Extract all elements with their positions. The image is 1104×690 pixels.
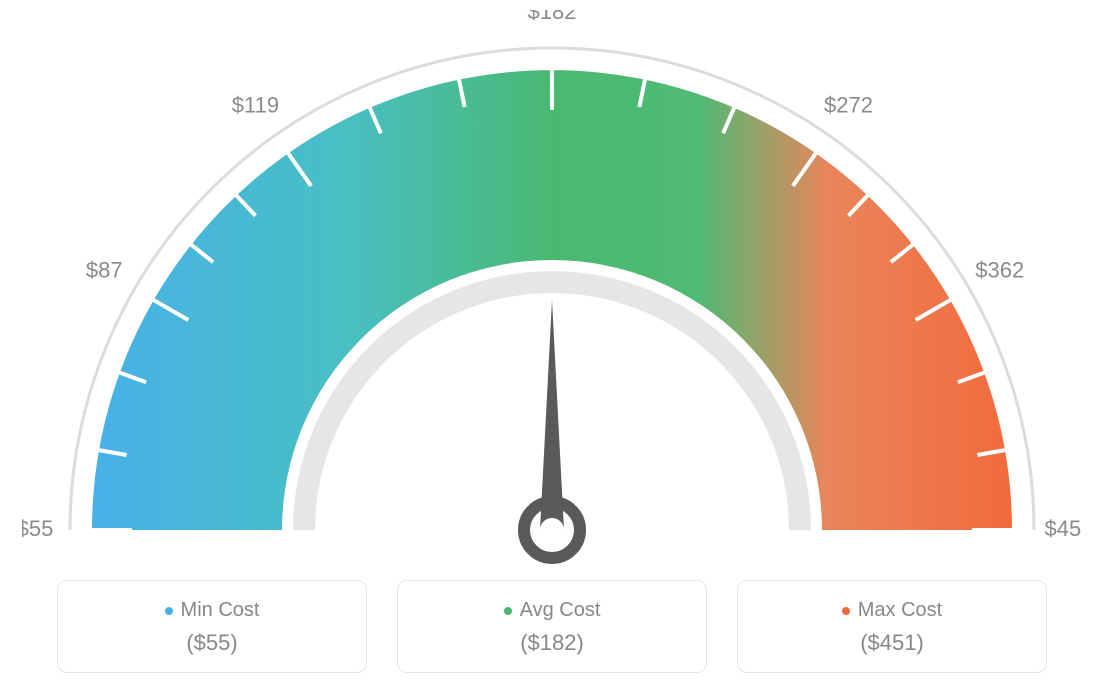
svg-text:$272: $272 bbox=[824, 92, 873, 117]
legend-avg-value: ($182) bbox=[408, 630, 696, 656]
legend-min-dot-icon bbox=[165, 607, 173, 615]
svg-text:$55: $55 bbox=[22, 516, 53, 541]
gauge-container: $55 $87 $119 $182 $272 $362 $451 bbox=[0, 0, 1104, 570]
svg-text:$451: $451 bbox=[1045, 516, 1082, 541]
legend-min: Min Cost ($55) bbox=[57, 580, 367, 673]
legend-avg-dot-icon bbox=[504, 607, 512, 615]
svg-text:$362: $362 bbox=[975, 257, 1024, 282]
svg-text:$119: $119 bbox=[232, 92, 279, 117]
legend-max-label: Max Cost bbox=[858, 599, 942, 622]
legend-row: Min Cost ($55) Avg Cost ($182) Max Cost … bbox=[0, 570, 1104, 673]
legend-max-dot-icon bbox=[842, 607, 850, 615]
legend-avg-label: Avg Cost bbox=[520, 599, 601, 622]
svg-text:$182: $182 bbox=[528, 10, 577, 24]
legend-max-label-row: Max Cost bbox=[748, 599, 1036, 622]
svg-text:$87: $87 bbox=[86, 257, 123, 282]
legend-max-value: ($451) bbox=[748, 630, 1036, 656]
cost-gauge: $55 $87 $119 $182 $272 $362 $451 bbox=[22, 10, 1082, 570]
legend-min-value: ($55) bbox=[68, 630, 356, 656]
legend-max: Max Cost ($451) bbox=[737, 580, 1047, 673]
legend-min-label: Min Cost bbox=[181, 599, 260, 622]
legend-min-label-row: Min Cost bbox=[68, 599, 356, 622]
legend-avg: Avg Cost ($182) bbox=[397, 580, 707, 673]
legend-avg-label-row: Avg Cost bbox=[408, 599, 696, 622]
